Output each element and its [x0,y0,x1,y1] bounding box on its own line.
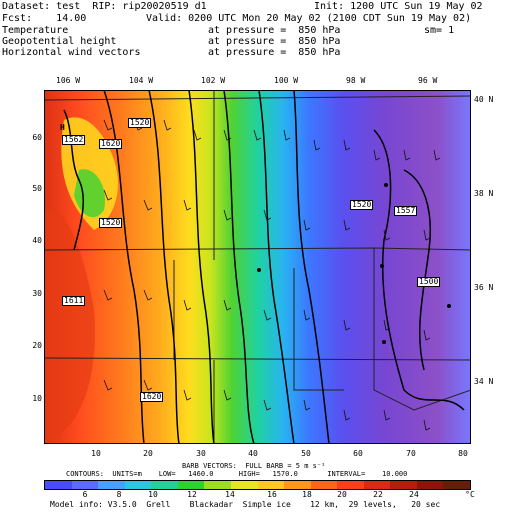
dataset-label: Dataset: test RIP: rip20020519 d1 [2,1,207,12]
forecast-hour: Fcst: 14.00 [2,13,87,24]
colorbar-swatch [71,481,99,489]
lat-label: 40 N [474,95,494,104]
lon-label: 100 W [274,76,299,85]
init-time: Init: 1200 UTC Sun 19 May 02 [314,1,483,12]
colorbar-tick: 6 [82,490,88,499]
x-tick-label: 60 [353,449,363,458]
colorbar-swatch [363,481,391,489]
model-info: Model info: V3.5.0 Grell Blackadar Simpl… [50,500,441,509]
y-tick-label: 30 [32,289,42,298]
colorbar-swatch [310,481,338,489]
x-tick-label: 70 [406,449,416,458]
field-level-temperature: at pressure = 850 hPa [208,25,341,36]
temperature-shading [44,90,471,444]
barb-vectors-note: BARB VECTORS: FULL BARB = 5 m s⁻¹ [182,462,326,470]
y-tick-label: 50 [32,184,42,193]
y-tick-label: 20 [32,341,42,350]
field-name-height: Geopotential height [2,36,117,47]
mountain-cool-patch [74,169,105,218]
colorbar-swatch [124,481,152,489]
colorbar-unit: °C [465,490,475,499]
colorbar-swatch [177,481,205,489]
colorbar-tick: 8 [116,490,122,499]
colorbar-tick: 12 [187,490,197,499]
contour-label: 1520 [99,218,123,228]
colorbar-tick: 22 [373,490,383,499]
warm-pocket [44,208,95,444]
y-tick-label: 60 [32,133,42,142]
lon-label: 96 W [418,76,438,85]
station-dots [257,183,451,344]
colorbar-tick: 20 [337,490,347,499]
smoothing-label: sm= 1 [424,25,455,36]
colorbar-swatch [416,481,444,489]
x-tick-label: 50 [301,449,311,458]
x-tick-label: 10 [91,449,101,458]
field-level-wind: at pressure = 850 hPa [208,47,341,58]
colorbar-tick: 16 [267,490,277,499]
colorbar-swatch [151,481,178,489]
contour-label: 1520 [350,200,374,210]
field-level-height: at pressure = 850 hPa [208,36,341,47]
colorbar-swatch [204,481,231,489]
colorbar-tick: 24 [409,490,419,499]
x-tick-label: 20 [143,449,153,458]
colorbar-swatch [45,481,72,489]
lat-label: 36 N [474,283,494,292]
y-tick-label: 10 [32,394,42,403]
lon-label: 102 W [201,76,226,85]
field-name-temperature: Temperature [2,25,69,36]
lat-label: 34 N [474,377,494,386]
colorbar-tick: 14 [225,490,235,499]
contour-label: 1620 [140,392,164,402]
colorbar-tick: 10 [148,490,158,499]
height-contours [63,90,465,444]
valid-time: Valid: 0200 UTC Mon 20 May 02 (2100 CDT … [146,13,472,24]
lon-label: 104 W [129,76,154,85]
field-name-wind: Horizontal wind vectors [2,47,141,58]
lat-label: 38 N [474,189,494,198]
contour-label: 1520 [128,118,152,128]
contour-label: 1611 [62,296,86,306]
wind-barbs [103,119,441,431]
colorbar-swatch [390,481,417,489]
x-tick-label: 30 [196,449,206,458]
contour-label: 1620 [99,139,123,149]
colorbar-swatch [284,481,311,489]
contour-label: 1500 [417,277,441,287]
colorbar-tick: 18 [302,490,312,499]
contour-label: 1557 [394,206,418,216]
colorbar-swatch [98,481,125,489]
contours-note: CONTOURS: UNITS=m LOW= 1460.0 HIGH= 1570… [66,470,408,478]
map-canvas [44,90,471,444]
x-tick-label: 40 [248,449,258,458]
high-pressure-marker: H [60,123,65,132]
map-frame [44,90,471,444]
temperature-colorbar [44,480,471,490]
colorbar-swatch [257,481,285,489]
x-tick-label: 80 [458,449,468,458]
colorbar-swatch [230,481,258,489]
colorbar-swatch [337,481,364,489]
colorbar-swatch [443,481,470,489]
temperature-map: 1520 1562 1620 1520 1611 1620 1520 1557 … [44,90,471,444]
lon-label: 98 W [346,76,366,85]
lon-label: 106 W [56,76,81,85]
y-tick-label: 40 [32,236,42,245]
contour-label: 1562 [62,135,86,145]
